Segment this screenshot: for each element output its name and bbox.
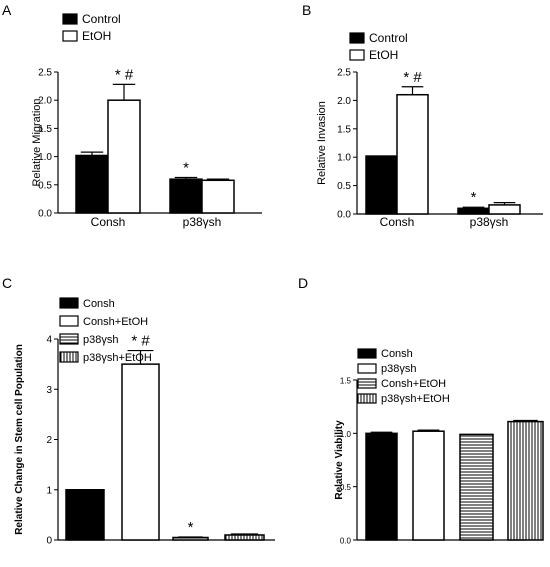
legend-label: Consh+EtOH <box>381 378 446 390</box>
bar <box>412 430 445 541</box>
legend-swatch <box>349 32 365 44</box>
y-axis-label: Relative Invasion <box>316 101 328 185</box>
y-tick-label: 2 <box>46 435 52 446</box>
y-tick-label: 4 <box>46 335 52 346</box>
legend-label: Consh <box>381 348 413 360</box>
panel-label-a: A <box>2 2 12 18</box>
bar <box>488 204 521 215</box>
legend-swatch <box>62 30 78 42</box>
y-tick-label: 0 <box>46 536 52 547</box>
legend-label: p38γsh+EtOH <box>381 393 450 405</box>
bar <box>365 432 398 541</box>
legend-label: EtOH <box>82 29 111 43</box>
legend-swatch <box>62 13 78 25</box>
y-tick-label: 1 <box>46 485 52 496</box>
category-label: Consh <box>91 215 126 229</box>
y-tick-label: 1.0 <box>337 153 351 164</box>
y-tick-label: 0.0 <box>38 209 52 220</box>
legend-label: p38γsh+EtOH <box>83 352 152 364</box>
significance-marker: * # <box>403 69 422 86</box>
y-tick-label: 1.5 <box>337 124 351 135</box>
bar <box>172 536 209 541</box>
panel-label-c: C <box>2 275 12 291</box>
bar <box>459 433 494 541</box>
bar <box>121 363 160 541</box>
legend-swatch <box>357 348 377 359</box>
legend-label: Consh+EtOH <box>83 316 148 328</box>
bar <box>396 93 429 215</box>
bar <box>169 178 203 214</box>
y-tick-label: 2.5 <box>337 68 351 79</box>
y-axis-label: Relative Change in Stem cell Population <box>14 344 25 535</box>
bar <box>457 207 490 215</box>
legend-label: Control <box>82 12 121 26</box>
legend-swatch <box>59 297 79 309</box>
legend-swatch <box>349 49 365 61</box>
category-label: p38γsh <box>183 215 222 229</box>
chart-a: 0.0 0.5 1.0 1.5 2.0 2.5 Relative Migration Cont… <box>31 12 262 229</box>
y-tick-label: 1.0 <box>38 152 52 163</box>
chart-c: 0 1 2 3 4 Relative Change in Stem cell Popula… <box>14 297 275 547</box>
panel-label-d: D <box>298 275 308 291</box>
category-label: Consh <box>380 215 415 229</box>
bar <box>201 179 235 214</box>
y-axis-label: Relative Migration <box>31 98 43 186</box>
legend-swatch <box>357 363 377 374</box>
bar <box>75 154 109 214</box>
significance-marker: * <box>471 189 477 206</box>
y-tick-label: 0.5 <box>337 181 351 192</box>
legend-label: Consh <box>83 298 115 310</box>
y-tick-label: 1.5 <box>340 377 352 386</box>
significance-marker: * # <box>115 66 134 83</box>
legend-label: p38γsh <box>83 334 118 346</box>
y-tick-label: 0.5 <box>340 483 352 492</box>
y-tick-label: 1.5 <box>38 124 52 135</box>
legend-label: p38γsh <box>381 363 416 375</box>
significance-marker: * # <box>131 333 150 350</box>
y-tick-label: 1.0 <box>340 430 352 439</box>
legend-label: Control <box>369 31 408 45</box>
legend-swatch <box>357 378 377 389</box>
significance-marker: * <box>188 519 194 536</box>
legend-swatch <box>59 333 79 345</box>
legend-label: EtOH <box>369 48 398 62</box>
y-tick-label: 3 <box>46 385 52 396</box>
y-tick-label: 0.0 <box>340 537 352 546</box>
chart-b: 0.0 0.5 1.0 1.5 2.0 2.5 Relative Invasion Contr… <box>316 31 543 229</box>
bar <box>107 99 141 214</box>
bar <box>224 534 265 541</box>
y-tick-label: 2.0 <box>337 96 351 107</box>
legend-swatch <box>357 393 377 404</box>
y-axis-label: Relative Viability <box>334 420 345 500</box>
significance-marker: * <box>183 159 189 176</box>
panel-label-b: B <box>302 2 311 18</box>
y-tick-label: 2.5 <box>38 68 52 79</box>
bar <box>365 155 398 215</box>
bar <box>65 489 105 541</box>
legend-swatch <box>59 315 79 327</box>
category-label: p38γsh <box>470 215 509 229</box>
y-tick-label: 2.0 <box>38 96 52 107</box>
y-tick-label: 0.5 <box>38 180 52 191</box>
y-tick-label: 0.0 <box>337 210 351 221</box>
bar <box>507 420 544 541</box>
chart-d: 0.0 0.5 1.0 1.5 Relative Viability Consh p38γs… <box>334 348 544 546</box>
legend-swatch <box>59 351 79 363</box>
